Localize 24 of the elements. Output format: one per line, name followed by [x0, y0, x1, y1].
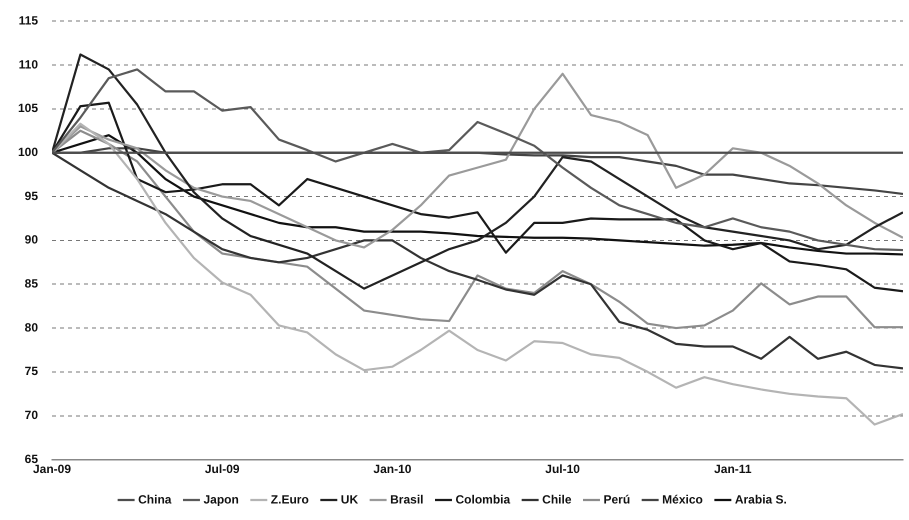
y-tick-label: 75 [24, 364, 38, 378]
legend-label: China [138, 492, 172, 506]
y-tick-label: 95 [24, 188, 38, 203]
legend-label: Brasil [390, 492, 424, 506]
legend-label: Arabia S. [734, 492, 787, 506]
legend-label: Colombia [455, 492, 510, 506]
y-tick-label: 80 [24, 320, 38, 334]
x-tick-label: Jul-09 [204, 462, 240, 476]
y-tick-label: 90 [24, 232, 38, 247]
legend-label: Perú [603, 492, 630, 506]
y-tick-label: 105 [18, 101, 38, 116]
x-tick-label: Jan-10 [373, 462, 412, 476]
y-tick-label: 85 [24, 276, 38, 291]
y-tick-label: 100 [18, 145, 38, 160]
legend-label: Chile [542, 492, 572, 506]
legend-label: UK [340, 492, 358, 506]
y-tick-label: 115 [18, 14, 38, 28]
legend-label: Z.Euro [270, 492, 309, 506]
y-tick-label: 110 [18, 57, 38, 72]
y-tick-label: 70 [24, 408, 38, 422]
legend-label: Japon [203, 492, 239, 506]
x-tick-label: Jan-11 [714, 462, 752, 476]
x-tick-label: Jul-10 [545, 462, 580, 476]
legend-label: México [662, 492, 703, 506]
